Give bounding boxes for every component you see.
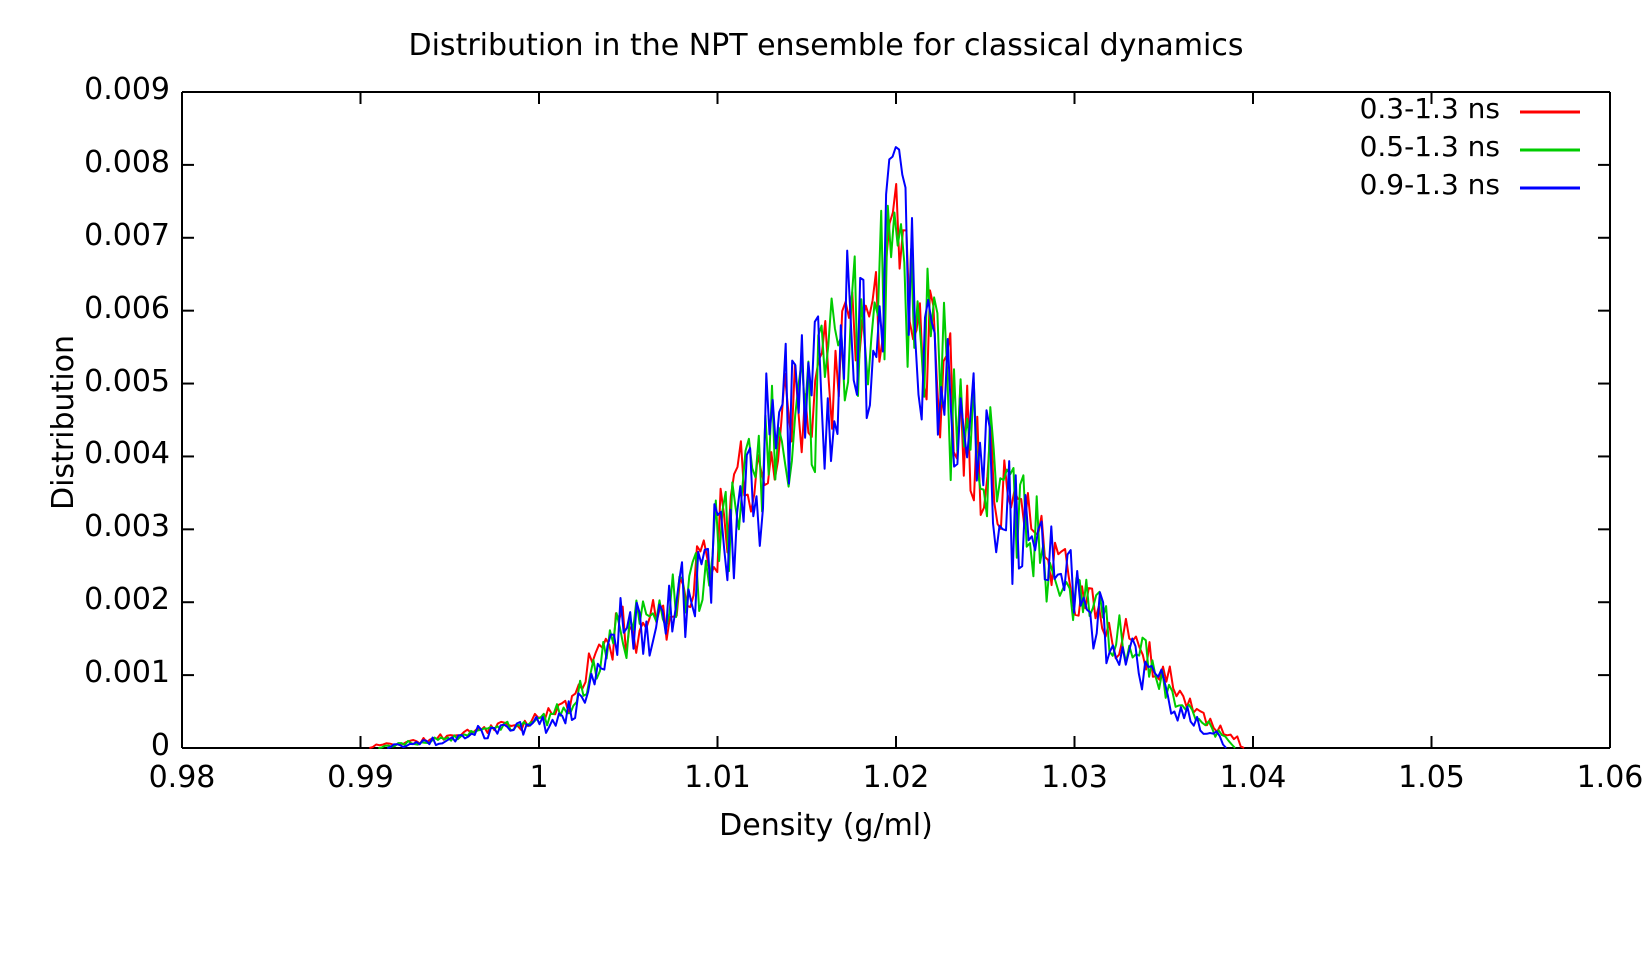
y-tick-label: 0.002 <box>84 582 170 617</box>
chart-container: Distribution in the NPT ensemble for cla… <box>0 0 1652 963</box>
x-tick-label: 1.03 <box>1015 760 1135 795</box>
x-tick-label: 0.98 <box>122 760 242 795</box>
y-tick-label: 0.003 <box>84 509 170 544</box>
y-tick-label: 0.007 <box>84 218 170 253</box>
x-tick-label: 1 <box>479 760 599 795</box>
x-tick-label: 1.02 <box>836 760 956 795</box>
y-tick-label: 0.004 <box>84 436 170 471</box>
y-tick-label: 0.001 <box>84 655 170 690</box>
legend-label: 0.9-1.3 ns <box>1200 168 1500 201</box>
series-line <box>378 206 1235 748</box>
y-tick-label: 0.005 <box>84 364 170 399</box>
x-tick-label: 1.04 <box>1193 760 1313 795</box>
legend-label: 0.5-1.3 ns <box>1200 130 1500 163</box>
x-tick-label: 1.05 <box>1372 760 1492 795</box>
series-line <box>369 184 1244 748</box>
y-tick-label: 0.006 <box>84 291 170 326</box>
x-tick-label: 1.06 <box>1550 760 1652 795</box>
legend-label: 0.3-1.3 ns <box>1200 92 1500 125</box>
y-tick-label: 0.008 <box>84 145 170 180</box>
x-tick-label: 1.01 <box>658 760 778 795</box>
x-tick-label: 0.99 <box>301 760 421 795</box>
y-tick-label: 0 <box>151 728 170 763</box>
series-line <box>387 147 1226 748</box>
y-tick-label: 0.009 <box>84 72 170 107</box>
